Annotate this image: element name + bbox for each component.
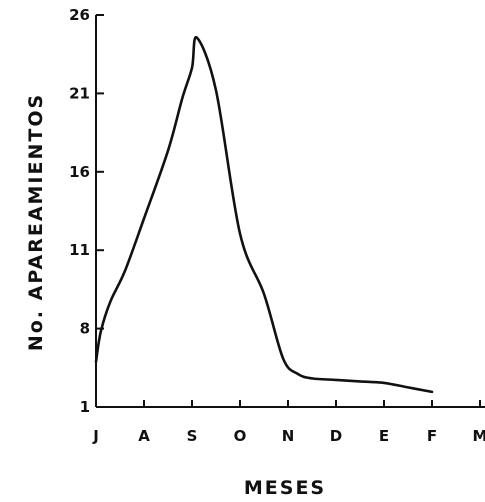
x-tick-label: S	[187, 427, 198, 445]
x-tick-label: O	[234, 427, 247, 445]
x-axis-title: MESES	[244, 477, 326, 499]
x-tick-label: E	[379, 427, 389, 445]
series	[94, 36, 434, 394]
series-line	[94, 36, 434, 394]
y-tick-label: 26	[69, 6, 90, 24]
x-tick-label: F	[427, 427, 437, 445]
x-tick-label: N	[282, 427, 295, 445]
x-tick-label: J	[92, 427, 99, 445]
y-tick-label: 11	[69, 241, 90, 259]
x-tick-label: D	[330, 427, 342, 445]
y-tick-label: 21	[69, 84, 90, 102]
y-axis-title: No. APAREAMIENTOS	[25, 93, 47, 351]
x-tick-label: M	[473, 427, 485, 445]
y-ticks: 1 8 11 16 21 26	[69, 6, 104, 416]
axes	[95, 15, 485, 408]
y-tick-label: 1	[80, 398, 90, 416]
x-tick-label: A	[138, 427, 150, 445]
y-tick-label: 8	[80, 320, 90, 338]
y-tick-label: 16	[69, 163, 90, 181]
